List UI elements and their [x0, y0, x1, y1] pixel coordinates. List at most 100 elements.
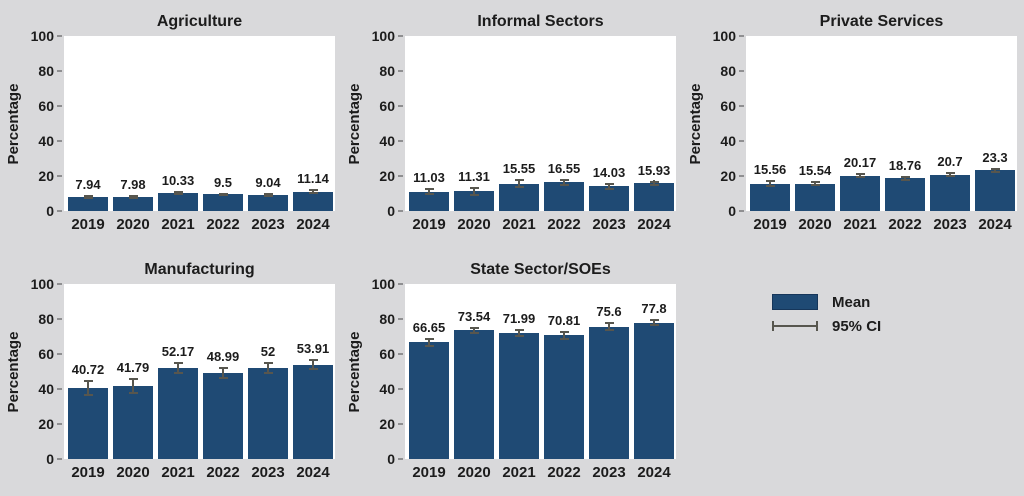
error-bar-cap	[83, 393, 93, 396]
bar-value-label: 20.7	[937, 154, 963, 170]
y-tick-mark	[57, 70, 62, 72]
bar	[248, 368, 288, 459]
error-bar	[177, 361, 179, 374]
error-bar-cap	[263, 194, 273, 197]
error-bar-icon	[772, 318, 818, 334]
error-bar-cap	[945, 172, 955, 175]
y-tick-mark	[398, 388, 403, 390]
error-bar-cap	[424, 193, 434, 196]
error-bar	[608, 182, 610, 190]
y-tick-label: 100	[30, 28, 54, 44]
y-tick-label: 80	[379, 311, 395, 327]
y-tick-label: 60	[720, 98, 736, 114]
plot-area: 40.72 41.79 52.17 48.99 52 53.91	[64, 284, 335, 459]
x-tick-label: 2023	[251, 216, 285, 233]
bar	[409, 342, 449, 459]
bar-value-label: 14.03	[592, 164, 626, 180]
x-tick-label: 2020	[457, 464, 491, 481]
bar-value-label: 11.14	[297, 170, 329, 186]
error-bar	[312, 188, 314, 195]
error-bar	[428, 337, 430, 347]
bar	[113, 197, 153, 211]
y-tick-label: 40	[720, 133, 736, 149]
error-bar-cap	[559, 337, 569, 340]
x-tick-label: 2020	[798, 216, 832, 233]
x-tick-label: 2022	[206, 216, 240, 233]
x-tick-label: 2019	[753, 216, 787, 233]
bar-value-label: 15.55	[502, 161, 536, 177]
error-bar-cap	[469, 331, 479, 334]
error-bar-cap	[469, 186, 479, 189]
y-tick-mark	[739, 210, 744, 212]
error-bar-cap	[173, 361, 183, 364]
x-tick-label: 2019	[71, 464, 105, 481]
chart-panel-manufacturing: Manufacturing Percentage 0 20 40 60 80 100 40.72…	[0, 248, 341, 496]
y-tick-mark	[398, 70, 403, 72]
error-bar-cap	[514, 179, 524, 182]
error-bar-cap	[128, 378, 138, 380]
y-tick-label: 80	[38, 311, 54, 327]
bar-value-label: 11.03	[413, 170, 445, 186]
x-tick-label: 2020	[116, 464, 150, 481]
bar	[840, 175, 880, 211]
bar	[795, 183, 835, 211]
error-bar-cap	[765, 185, 775, 188]
y-tick-label: 60	[379, 346, 395, 362]
mean-bar-swatch-icon	[772, 294, 818, 310]
y-tick-mark	[398, 175, 403, 177]
legend-item-ci: 95% CI	[772, 316, 881, 336]
bar-value-label: 23.3	[982, 149, 1008, 165]
error-bar-cap	[765, 180, 775, 183]
error-bar-cap	[83, 195, 93, 198]
error-bar	[949, 172, 951, 178]
bar-value-label: 15.56	[753, 162, 787, 178]
error-bar	[653, 180, 655, 186]
x-tick-label: 2024	[296, 464, 330, 481]
legend-label-ci: 95% CI	[832, 317, 882, 335]
bar	[68, 387, 108, 459]
bar-value-label: 9.5	[213, 174, 233, 190]
error-bar	[312, 359, 314, 370]
bar-value-label: 7.98	[120, 177, 146, 193]
legend-label-mean: Mean	[832, 293, 871, 311]
error-bar-cap	[424, 344, 434, 347]
error-bar-cap	[218, 377, 228, 380]
error-bar	[87, 379, 89, 396]
bar	[589, 186, 629, 211]
x-tick-label: 2023	[592, 216, 626, 233]
error-bar-cap	[945, 175, 955, 178]
error-bar-cap	[424, 338, 434, 340]
error-bar-cap	[649, 180, 659, 183]
y-tick-label: 100	[371, 28, 395, 44]
y-tick-label: 40	[38, 381, 54, 397]
error-bar-cap	[559, 178, 569, 181]
legend-box: Mean 95% CI	[772, 292, 881, 340]
error-bar-cap	[514, 328, 524, 331]
error-bar-cap	[173, 192, 183, 195]
bar	[750, 183, 790, 211]
bar	[885, 178, 925, 211]
y-tick-mark	[739, 70, 744, 72]
error-bar	[994, 167, 996, 173]
bar-value-label: 52	[260, 343, 276, 359]
bar	[158, 192, 198, 211]
y-tick-label: 0	[387, 451, 395, 467]
error-bar-cap	[810, 181, 820, 184]
error-bar-cap	[855, 173, 865, 176]
error-bar-cap	[900, 178, 910, 181]
y-tick-mark	[57, 35, 62, 37]
bar	[409, 191, 449, 211]
chart-title: Private Services	[819, 13, 944, 30]
y-tick-label: 20	[38, 416, 54, 432]
y-tick-mark	[398, 318, 403, 320]
error-bar-cap	[83, 196, 93, 199]
x-tick-label: 2020	[457, 216, 491, 233]
bar-value-label: 40.72	[71, 361, 105, 377]
bar	[248, 195, 288, 211]
y-tick-label: 20	[379, 168, 395, 184]
error-bar-cap	[424, 188, 434, 191]
chart-panel-state-sector-soes: State Sector/SOEs Percentage 0 20 40 60 80 100 6…	[341, 248, 682, 496]
error-bar	[473, 326, 475, 334]
error-bar-cap	[128, 196, 138, 199]
error-bar-cap	[218, 367, 228, 370]
